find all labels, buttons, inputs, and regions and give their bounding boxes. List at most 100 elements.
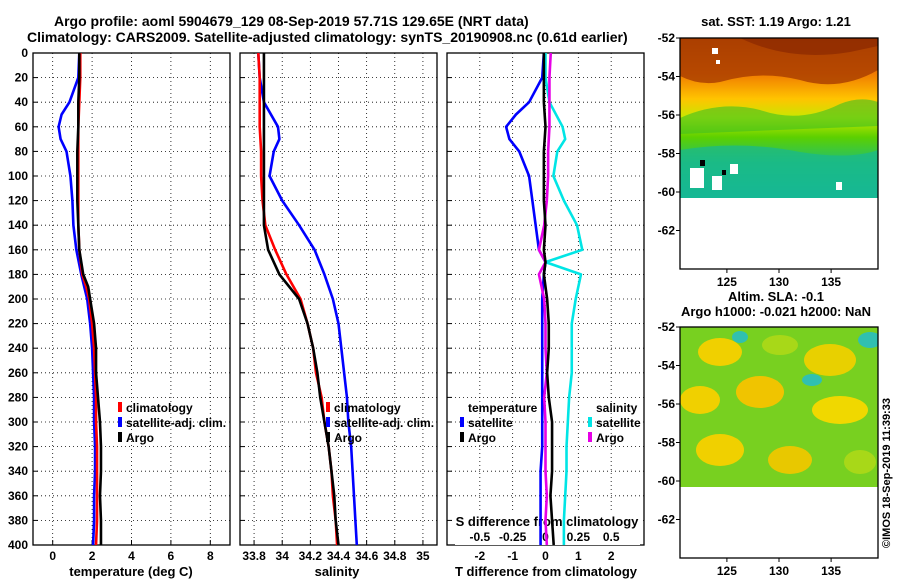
sst-map-nodata (680, 198, 878, 269)
depth-tick: 360 (8, 489, 28, 503)
x-tick: 33.8 (242, 549, 266, 563)
legend-swatch-sal-satellite (588, 417, 592, 427)
lon-tick: 125 (717, 275, 737, 289)
depth-tick: 340 (8, 464, 28, 478)
header-line2: Climatology: CARS2009. Satellite-adjuste… (27, 29, 628, 45)
temperature-x-label: temperature (deg C) (69, 564, 193, 579)
difference-gridlines (447, 52, 644, 546)
x-tick: 1 (575, 549, 582, 563)
difference-series (504, 52, 584, 546)
series-line-satellite (256, 52, 359, 546)
x-tick: 0 (49, 549, 56, 563)
lat-tick: -56 (658, 397, 676, 411)
lon-tick: 135 (821, 564, 841, 578)
salinity-gridlines (240, 52, 437, 546)
x-tick: 2 (608, 549, 615, 563)
x-tick: 34.8 (383, 549, 407, 563)
sst-map-image (680, 38, 878, 198)
depth-tick: 280 (8, 390, 28, 404)
lat-tick: -52 (658, 320, 676, 334)
legend-swatch-satellite (460, 417, 464, 427)
x-tick: -1 (507, 549, 518, 563)
sla-map-title: Altim. SLA: -0.1 (728, 289, 824, 304)
legend-label: Argo (334, 431, 362, 445)
series-line-s-argo (537, 52, 553, 546)
salinity-series (256, 52, 359, 546)
salinity-x-ticks: 33.8 34 34.2 34.4 34.6 34.8 35 (242, 549, 430, 563)
legend-label: satellite-adj. clim. (126, 416, 226, 430)
legend-swatch-climatology (326, 402, 330, 412)
sla-map-nodata (680, 487, 878, 558)
depth-tick: 220 (8, 317, 28, 331)
temperature-legend: climatology satellite-adj. clim. Argo (118, 401, 226, 445)
series-line-argo (262, 53, 340, 546)
header-line1: Argo profile: aoml 5904679_129 08-Sep-20… (54, 13, 529, 29)
depth-tick: 40 (15, 95, 29, 109)
difference-legend-salinity: salinity satellite Argo (588, 401, 641, 445)
legend-swatch-argo (460, 432, 464, 442)
imos-credit: ©IMOS 18-Sep-2019 11:39:33 (881, 398, 893, 548)
legend-label: climatology (126, 401, 193, 415)
s-tick: -0.5 (469, 530, 490, 544)
depth-tick: 140 (8, 218, 28, 232)
x-tick: 34 (276, 549, 290, 563)
legend-swatch-satellite (118, 417, 122, 427)
sla-map-x-ticks: 125 130 135 (717, 564, 842, 578)
lon-tick: 135 (821, 275, 841, 289)
depth-tick: 120 (8, 194, 28, 208)
lon-tick: 125 (717, 564, 737, 578)
depth-tick: 320 (8, 440, 28, 454)
depth-tick: 300 (8, 415, 28, 429)
depth-tick: 60 (15, 120, 29, 134)
legend-label: climatology (334, 401, 401, 415)
lat-tick: -52 (658, 31, 676, 45)
difference-x-ticks: -2 -1 0 1 2 (474, 549, 614, 563)
s-tick: 0.5 (603, 530, 620, 544)
legend-label: Argo (126, 431, 154, 445)
x-tick: -2 (474, 549, 485, 563)
lat-tick: -62 (658, 224, 676, 238)
difference-legend-temperature: temperature satellite Argo (460, 401, 538, 445)
legend-swatch-satellite (326, 417, 330, 427)
series-line-argo (76, 53, 103, 545)
s-difference-label: S difference from climatology (456, 514, 640, 529)
sla-map-y-ticks: -52 -54 -56 -58 -60 -62 (658, 320, 676, 527)
sla-map-subtitle: Argo h1000: -0.021 h2000: NaN (681, 304, 871, 319)
lon-tick: 130 (769, 564, 789, 578)
lat-tick: -62 (658, 513, 676, 527)
legend-swatch-argo (118, 432, 122, 442)
depth-tick: 380 (8, 513, 28, 527)
legend-label: satellite-adj. clim. (334, 416, 434, 430)
depth-tick: 400 (8, 538, 28, 552)
depth-tick: 240 (8, 341, 28, 355)
legend-swatch-argo (326, 432, 330, 442)
legend-label: Argo (596, 431, 624, 445)
legend-label: Argo (468, 431, 496, 445)
sst-map-y-ticks: -52 -54 -56 -58 -60 -62 (658, 31, 676, 238)
salinity-x-label: salinity (315, 564, 361, 579)
temperature-gridlines (33, 52, 230, 546)
lat-tick: -54 (658, 70, 676, 84)
x-tick: 34.6 (355, 549, 379, 563)
depth-tick: 160 (8, 243, 28, 257)
series-line-t-argo (542, 53, 556, 546)
depth-tick: 180 (8, 267, 28, 281)
legend-label: satellite (596, 416, 641, 430)
lat-tick: -60 (658, 474, 676, 488)
sla-map-image (680, 327, 878, 487)
x-tick: 0 (542, 549, 549, 563)
temperature-series (57, 52, 103, 546)
legend-label: satellite (468, 416, 513, 430)
legend-title: salinity (596, 401, 638, 415)
x-tick: 6 (168, 549, 175, 563)
depth-tick: 80 (15, 144, 29, 158)
sst-map-title: sat. SST: 1.19 Argo: 1.21 (701, 14, 851, 29)
lat-tick: -60 (658, 185, 676, 199)
depth-tick: 0 (21, 46, 28, 60)
lat-tick: -58 (658, 147, 676, 161)
x-tick: 2 (89, 549, 96, 563)
depth-tick-labels: 0 20 40 60 80 100 120 140 160 180 200 22… (8, 46, 28, 552)
difference-x-label: T difference from climatology (455, 564, 638, 579)
temperature-x-ticks: 0 2 4 6 8 (49, 549, 214, 563)
